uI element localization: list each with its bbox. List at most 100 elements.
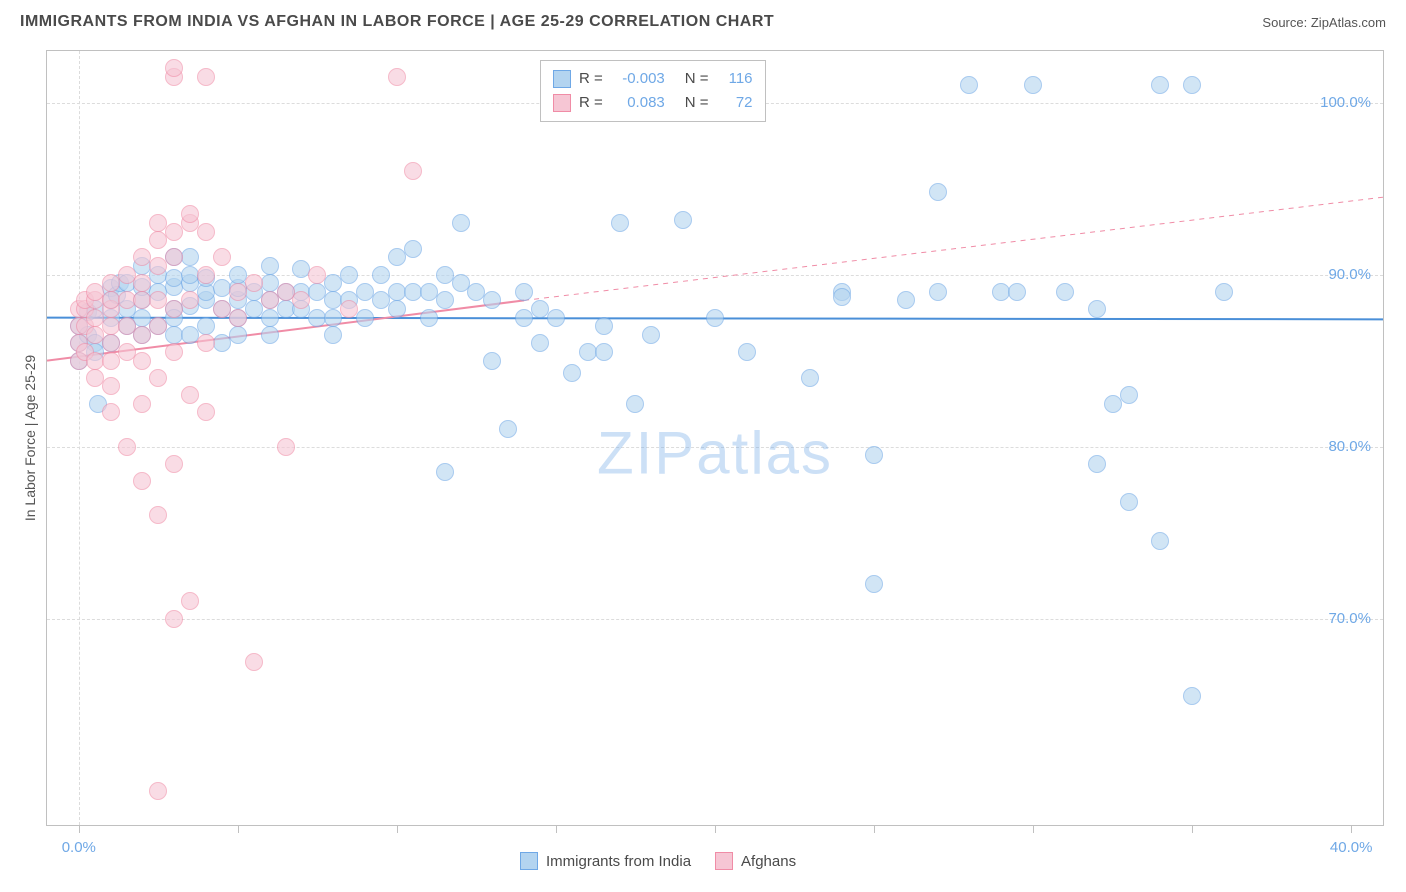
plot-area: 70.0%80.0%90.0%100.0%0.0%40.0%ZIPatlas <box>46 50 1384 826</box>
point-afghan <box>149 317 167 335</box>
legend-item: Afghans <box>715 852 796 870</box>
point-india <box>1183 76 1201 94</box>
point-india <box>436 291 454 309</box>
point-india <box>960 76 978 94</box>
point-india <box>1215 283 1233 301</box>
point-india <box>261 257 279 275</box>
point-india <box>515 283 533 301</box>
legend-swatch <box>520 852 538 870</box>
point-afghan <box>181 592 199 610</box>
point-afghan <box>149 506 167 524</box>
point-india <box>611 214 629 232</box>
x-tick-mark <box>715 825 716 833</box>
point-afghan <box>102 403 120 421</box>
point-india <box>547 309 565 327</box>
point-india <box>738 343 756 361</box>
point-india <box>897 291 915 309</box>
point-afghan <box>197 266 215 284</box>
point-afghan <box>197 334 215 352</box>
point-india <box>1008 283 1026 301</box>
point-india <box>1056 283 1074 301</box>
n-label: N = <box>685 91 709 115</box>
point-afghan <box>388 68 406 86</box>
gridline-vertical <box>79 51 80 825</box>
point-afghan <box>165 248 183 266</box>
point-afghan <box>165 59 183 77</box>
r-value: -0.003 <box>611 67 665 91</box>
point-afghan <box>165 610 183 628</box>
point-india <box>340 266 358 284</box>
point-afghan <box>404 162 422 180</box>
point-afghan <box>133 472 151 490</box>
legend-correlation: R = -0.003 N = 116 R = 0.083 N = 72 <box>540 60 766 122</box>
trend-line-afghan-dashed <box>524 197 1383 300</box>
point-india <box>706 309 724 327</box>
x-tick-mark <box>874 825 875 833</box>
point-india <box>436 463 454 481</box>
x-tick-label: 0.0% <box>62 839 96 856</box>
point-afghan <box>165 343 183 361</box>
point-afghan <box>102 377 120 395</box>
point-india <box>929 183 947 201</box>
legend-series: Immigrants from India Afghans <box>520 852 796 870</box>
point-afghan <box>118 438 136 456</box>
x-tick-mark <box>1351 825 1352 833</box>
point-india <box>420 309 438 327</box>
n-value: 116 <box>717 67 753 91</box>
point-india <box>865 446 883 464</box>
r-label: R = <box>579 91 603 115</box>
legend-row: R = 0.083 N = 72 <box>553 91 753 115</box>
x-tick-mark <box>79 825 80 833</box>
point-india <box>1183 687 1201 705</box>
y-axis-title: In Labor Force | Age 25-29 <box>22 338 38 538</box>
point-india <box>531 334 549 352</box>
point-india <box>404 240 422 258</box>
y-tick-label: 70.0% <box>1328 610 1371 627</box>
x-tick-mark <box>1192 825 1193 833</box>
point-india <box>452 214 470 232</box>
point-india <box>929 283 947 301</box>
point-afghan <box>197 403 215 421</box>
point-india <box>261 326 279 344</box>
gridline-horizontal <box>47 447 1383 448</box>
point-india <box>674 211 692 229</box>
point-afghan <box>292 291 310 309</box>
point-india <box>1088 300 1106 318</box>
point-india <box>1088 455 1106 473</box>
point-india <box>499 420 517 438</box>
point-india <box>1151 76 1169 94</box>
point-afghan <box>133 274 151 292</box>
x-tick-mark <box>556 825 557 833</box>
point-india <box>181 248 199 266</box>
legend-item: Immigrants from India <box>520 852 691 870</box>
point-india <box>563 364 581 382</box>
x-tick-mark <box>1033 825 1034 833</box>
chart-source: Source: ZipAtlas.com <box>1262 15 1386 30</box>
point-india <box>1120 493 1138 511</box>
point-india <box>595 343 613 361</box>
r-value: 0.083 <box>611 91 665 115</box>
legend-swatch <box>553 70 571 88</box>
point-afghan <box>133 352 151 370</box>
legend-label: Immigrants from India <box>546 853 691 870</box>
r-label: R = <box>579 67 603 91</box>
point-india <box>833 288 851 306</box>
n-label: N = <box>685 67 709 91</box>
legend-row: R = -0.003 N = 116 <box>553 67 753 91</box>
point-india <box>356 309 374 327</box>
point-india <box>372 266 390 284</box>
legend-swatch <box>553 94 571 112</box>
point-india <box>197 317 215 335</box>
x-tick-mark <box>238 825 239 833</box>
legend-swatch <box>715 852 733 870</box>
chart-header: IMMIGRANTS FROM INDIA VS AFGHAN IN LABOR… <box>0 0 1406 44</box>
point-afghan <box>181 386 199 404</box>
point-india <box>324 326 342 344</box>
chart-title: IMMIGRANTS FROM INDIA VS AFGHAN IN LABOR… <box>20 13 774 31</box>
point-afghan <box>245 274 263 292</box>
trend-lines <box>47 51 1383 825</box>
n-value: 72 <box>717 91 753 115</box>
x-tick-label: 40.0% <box>1330 839 1373 856</box>
point-afghan <box>245 653 263 671</box>
point-india <box>229 326 247 344</box>
